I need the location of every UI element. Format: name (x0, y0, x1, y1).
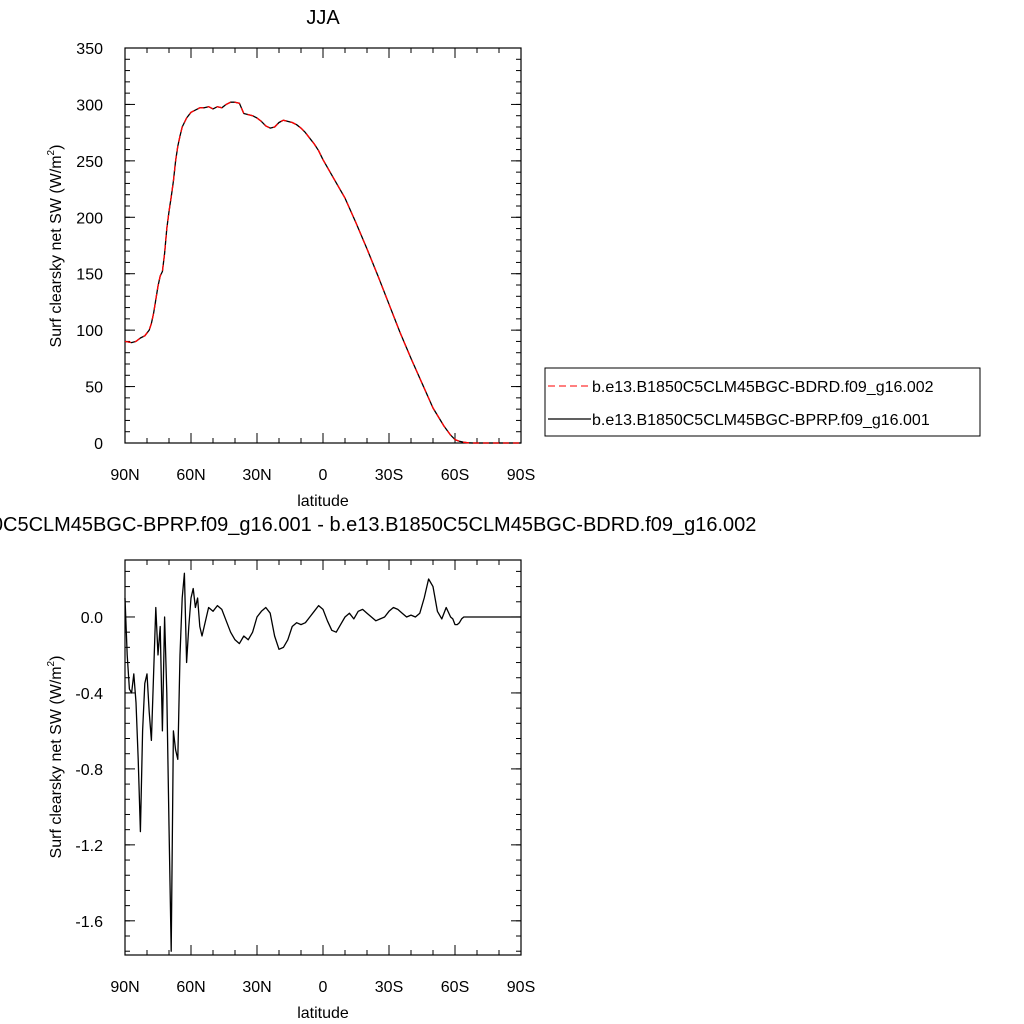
top-plot-area: 90N 60N 30N 0 30S 60S 90S 0 50 100 150 200 250 300 350 (76, 41, 535, 484)
x-tick-label-0-0: 90N (110, 467, 139, 484)
x-tick-label-1-5: 60S (441, 979, 469, 996)
top-chart-title: JJA (306, 7, 340, 29)
top-panel: JJA 90N 60N 30N 0 30S 60S 90S 0 50 100 150 200 250 30… (46, 7, 535, 510)
x-tick-label-0-4: 30S (375, 467, 403, 484)
top-y-axis-label-main: Surf clearsky net SW (W/m (48, 155, 65, 347)
x-tick-label-0-5: 60S (441, 467, 469, 484)
bottom-chart-title: b.e13.B1850C5CLM45BGC-BPRP.f09_g16.001 -… (0, 514, 756, 536)
legend-box (544, 367, 981, 437)
series-line-1-0 (124, 572, 521, 952)
y-tick-label-0-5: 250 (76, 154, 103, 171)
y-tick-label-1-0: 0.0 (81, 610, 103, 627)
x-tick-label-0-6: 90S (507, 467, 535, 484)
top-x-axis-label: latitude (297, 493, 349, 510)
y-tick-label-0-3: 150 (76, 267, 103, 284)
y-tick-label-0-1: 50 (85, 380, 103, 397)
y-tick-label-0-4: 200 (76, 210, 103, 227)
legend-label-bdrd: b.e13.B1850C5CLM45BGC-BDRD.f09_g16.002 (592, 379, 934, 396)
x-tick-label-1-0: 90N (110, 979, 139, 996)
bottom-y-axis-label: Surf clearsky net SW (W/m2) (46, 656, 65, 859)
x-tick-label-1-4: 30S (375, 979, 403, 996)
top-y-axis-label-end: ) (48, 145, 65, 150)
bottom-y-axis-label-sup: 2 (46, 660, 57, 666)
y-tick-label-0-2: 100 (76, 323, 103, 340)
x-tick-label-1-1: 60N (176, 979, 205, 996)
x-tick-label-0-2: 30N (242, 467, 271, 484)
y-tick-label-1-4: -1.6 (75, 914, 103, 931)
y-tick-label-1-1: -0.4 (75, 686, 103, 703)
y-tick-label-0-6: 300 (76, 97, 103, 114)
series-line-0-1 (124, 101, 521, 444)
x-tick-label-0-1: 60N (176, 467, 205, 484)
bottom-y-axis-label-main: Surf clearsky net SW (W/m (48, 666, 65, 858)
bottom-panel: b.e13.B1850C5CLM45BGC-BPRP.f09_g16.001 -… (0, 514, 756, 1022)
bottom-y-axis-label-end: ) (48, 656, 65, 661)
bottom-plot-area: 90N 60N 30N 0 30S 60S 90S 0.0 -0.4 -0.8 -1.2 -1.6 (75, 559, 535, 996)
x-tick-label-0-3: 0 (319, 467, 328, 484)
legend-label-bprp: b.e13.B1850C5CLM45BGC-BPRP.f09_g16.001 (592, 412, 930, 429)
series-line-0-0 (124, 101, 521, 444)
y-tick-label-0-7: 350 (76, 41, 103, 58)
x-tick-label-1-2: 30N (242, 979, 271, 996)
top-y-axis-label-sup: 2 (46, 149, 57, 155)
bottom-x-axis-label: latitude (297, 1005, 349, 1022)
top-y-axis-label: Surf clearsky net SW (W/m2) (46, 145, 65, 348)
y-tick-label-1-2: -0.8 (75, 762, 103, 779)
x-tick-label-1-6: 90S (507, 979, 535, 996)
legend: b.e13.B1850C5CLM45BGC-BDRD.f09_g16.002 b… (544, 367, 981, 437)
y-tick-label-0-0: 0 (94, 436, 103, 453)
x-tick-label-1-3: 0 (319, 979, 328, 996)
y-tick-label-1-3: -1.2 (75, 838, 103, 855)
plot-frame-0 (124, 47, 522, 444)
